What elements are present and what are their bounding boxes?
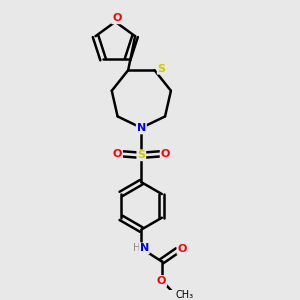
Text: O: O [160, 149, 170, 159]
Text: O: O [157, 276, 166, 286]
Text: S: S [137, 150, 145, 160]
Text: N: N [140, 243, 149, 254]
Text: S: S [158, 64, 166, 74]
Text: O: O [177, 244, 187, 254]
Text: CH₃: CH₃ [176, 290, 194, 300]
Text: N: N [137, 123, 146, 134]
Text: O: O [113, 149, 122, 159]
Text: H: H [133, 243, 141, 254]
Text: O: O [112, 13, 122, 23]
